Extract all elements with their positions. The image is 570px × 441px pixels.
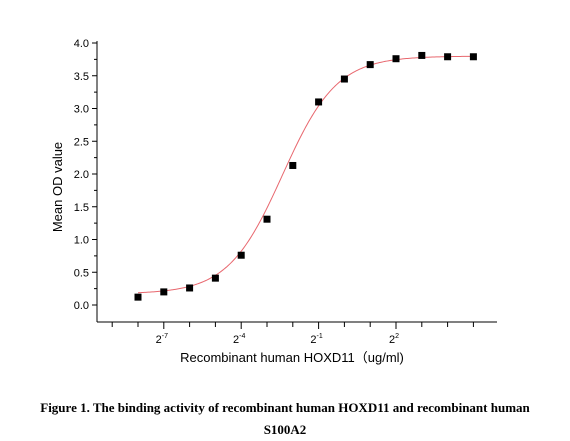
y-tick-label: 4.0 [74, 38, 89, 50]
x-axis: 2-7 2-4 2-1 22 [97, 321, 497, 346]
y-tick-label: 0.0 [74, 300, 89, 312]
y-tick-label: 3.0 [74, 104, 89, 116]
figure-caption-line-1: Figure 1. The binding activity of recomb… [40, 400, 530, 415]
data-point [160, 288, 168, 296]
x-axis-label: Recombinant human HOXD11（ug/ml) [180, 350, 404, 365]
figure-caption-line-2: S100A2 [263, 422, 307, 437]
x-tick-label: 2-7 [156, 333, 168, 346]
y-tick-label: 1.0 [74, 235, 89, 247]
data-point [469, 53, 477, 61]
y-axis: 0.0 0.5 1.0 1.5 2.0 2.5 3.0 3.5 4.0 [74, 38, 98, 322]
x-tick-label: 2-4 [233, 333, 245, 346]
data-point [340, 75, 348, 83]
y-tick-label: 0.5 [74, 267, 89, 279]
fit-curve-layer [137, 55, 474, 294]
data-point [211, 274, 219, 282]
x-tick-label: 2-1 [310, 333, 322, 346]
y-tick-label: 3.5 [74, 71, 89, 83]
data-point [289, 161, 297, 169]
data-point [418, 51, 426, 59]
data-points [134, 51, 477, 301]
data-point [315, 98, 323, 106]
data-point [444, 53, 452, 61]
x-tick-label: 22 [389, 333, 399, 346]
y-tick-label: 2.5 [74, 136, 89, 148]
y-tick-label: 2.0 [74, 169, 89, 181]
data-point [186, 284, 194, 292]
data-point [392, 55, 400, 63]
data-point [237, 251, 245, 259]
y-tick-label: 1.5 [74, 202, 89, 214]
fit-curve [137, 55, 474, 294]
data-point [263, 215, 271, 223]
y-axis-label: Mean OD value [50, 142, 65, 232]
data-point [366, 61, 374, 69]
data-point [134, 293, 142, 301]
